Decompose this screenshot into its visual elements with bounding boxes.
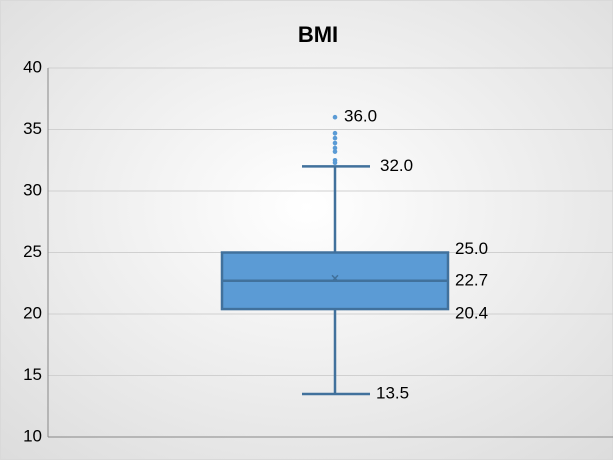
data-label: 20.4 [455,304,488,323]
data-label: 36.0 [344,107,377,126]
outlier [332,130,338,136]
mean-marker [331,274,339,282]
data-label: 25.0 [455,239,488,258]
data-label: 32.0 [380,156,413,175]
data-label: 13.5 [376,383,409,402]
y-tick-label: 15 [23,365,42,384]
y-tick-label: 40 [23,57,42,76]
outlier [332,157,338,163]
y-tick-label: 10 [23,426,42,445]
y-tick-label: 20 [23,303,42,322]
outlier [332,114,338,120]
y-tick-label: 35 [23,119,42,138]
outlier [332,140,338,146]
outlier [332,149,338,154]
outlier [332,145,338,151]
y-tick-label: 25 [23,242,42,261]
y-tick-label: 30 [23,180,42,199]
chart-title: BMI [298,22,338,47]
outlier [332,135,338,141]
data-label: 22.7 [455,270,488,289]
